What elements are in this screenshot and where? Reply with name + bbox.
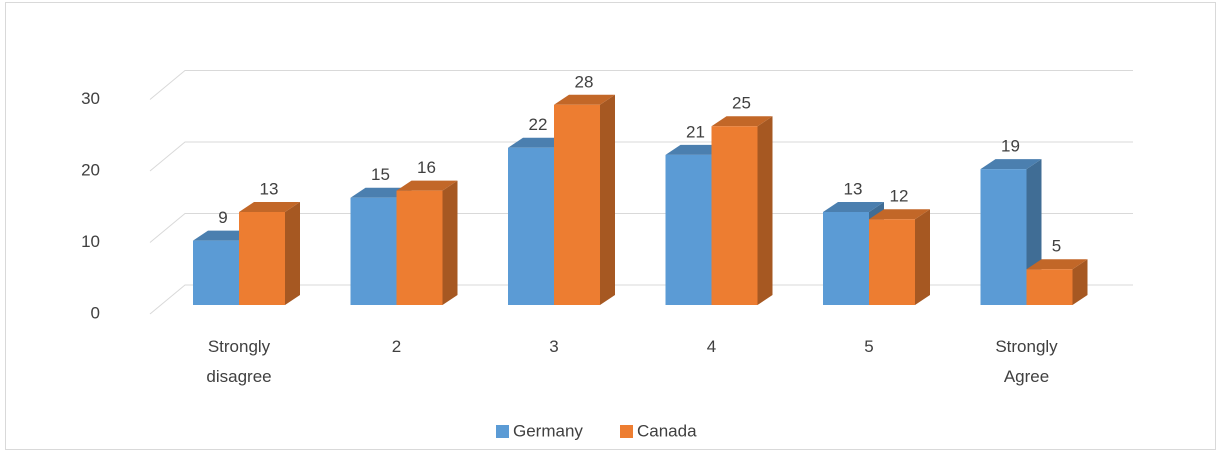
grid-line [149,213,1133,243]
bar-front [193,240,239,305]
bar-side [1072,259,1088,305]
bar [396,180,458,305]
bar-top [1026,259,1088,270]
chart-border [5,2,1216,450]
data-label: 22 [529,115,548,134]
bar [1026,259,1088,305]
legend-label: Germany [513,421,583,440]
x-tick-label: 4 [706,337,717,356]
data-label: 13 [844,180,863,199]
data-label: 5 [1052,237,1061,256]
bar-top [711,116,773,127]
y-tick-label: 0 [91,303,100,322]
legend-swatch [620,425,633,438]
bar-front [823,212,869,305]
data-label: 16 [417,158,436,177]
legend-label: Canada [637,421,697,440]
bar-top [869,209,930,220]
grid-line [149,141,1133,172]
bar-top [508,137,569,148]
bar-top [239,202,300,213]
bar-front [665,154,712,305]
bar-side [600,94,615,305]
x-tick-label: 5 [864,337,874,356]
grid-line [149,284,1133,315]
data-label: 13 [260,180,279,199]
bar-front [1026,269,1073,305]
bar-side [442,180,458,305]
bar-top [350,187,412,198]
bar [869,209,930,305]
y-tick-label: 30 [81,89,100,108]
bar-front [554,104,600,305]
bar [554,94,615,305]
data-label: 9 [218,208,227,227]
bar-front [350,197,397,305]
bar-front [239,212,285,305]
bar-front [980,169,1027,305]
x-tick-label: Strongly Agree [995,337,1058,386]
x-tick-label: 2 [391,337,402,356]
x-tick-label: 3 [549,337,559,356]
data-label: 25 [732,94,751,113]
y-tick-label: 10 [81,232,100,251]
grid-line [149,70,1133,100]
data-label: 19 [1001,137,1020,156]
bar-side [915,209,930,305]
bar-front [869,219,915,305]
y-tick-label: 20 [81,160,100,179]
bar-top [665,144,727,155]
bar-side [757,116,773,305]
data-label: 12 [890,187,909,206]
bar-top [193,230,254,241]
bar-top [823,202,884,213]
bar [711,116,773,305]
bar-front [508,147,554,305]
bar [239,202,300,305]
legend-swatch [496,425,509,438]
bar-top [980,159,1042,170]
data-label: 15 [371,165,390,184]
bar-top [554,94,615,105]
x-tick-label: Strongly disagree [206,337,272,386]
bar-side [285,202,300,305]
data-label: 21 [686,122,705,141]
bar-front [711,126,758,305]
data-label: 28 [575,72,594,91]
bar-front [396,190,443,305]
bar-top [396,180,458,191]
